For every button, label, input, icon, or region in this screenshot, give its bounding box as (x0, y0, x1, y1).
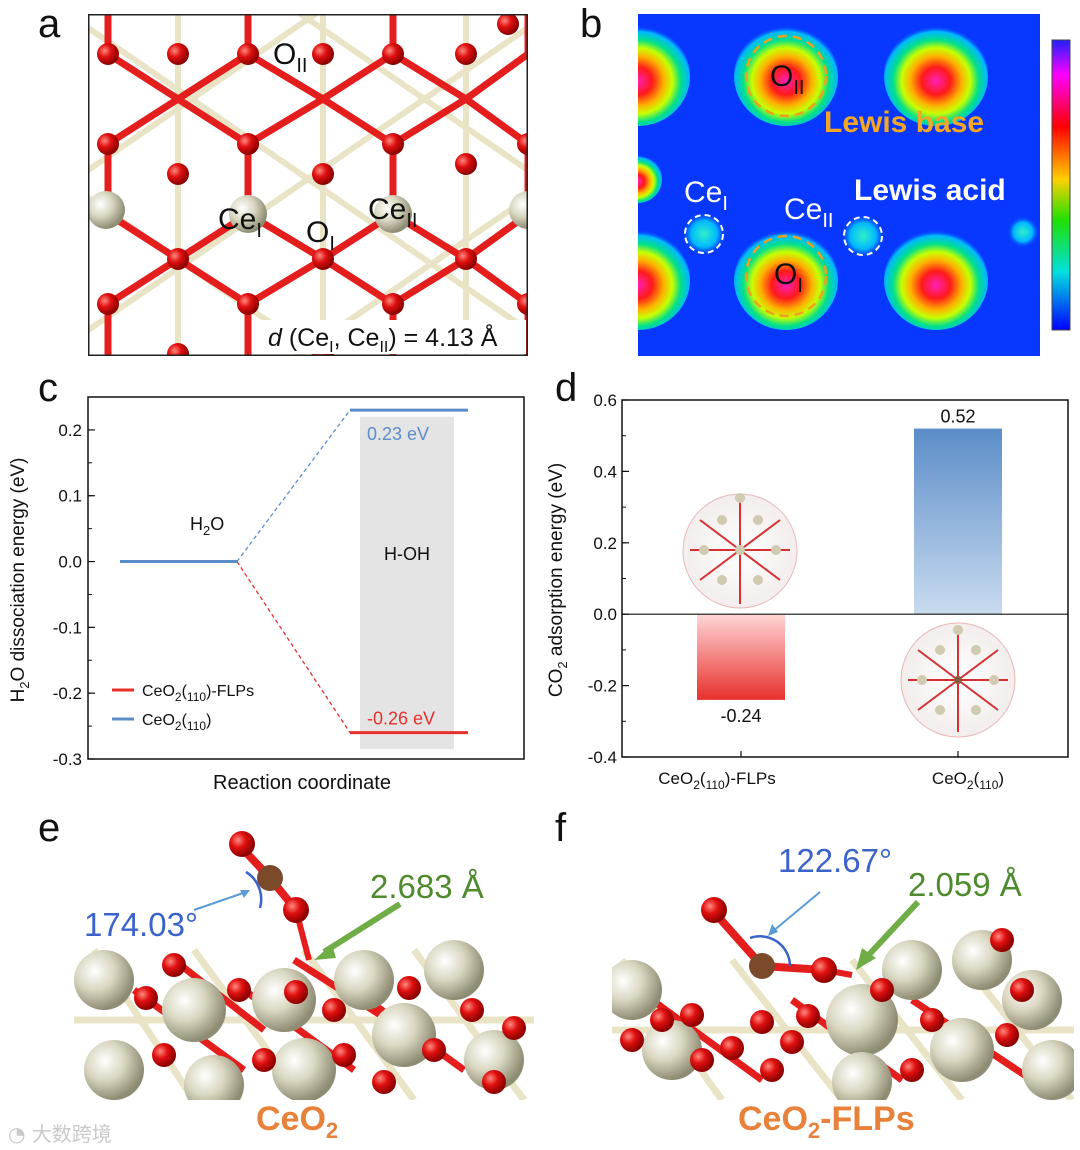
panel-b-elf-map: OII CeI CeII OI Lewis base Lewis acid (638, 14, 1040, 356)
y-tick-label: -0.3 (53, 750, 82, 769)
panel-d-chart: 0.6 0.4 0.2 0.0 -0.2 -0.4 -0.24 0.52 CO2 adsor… (546, 391, 1069, 792)
colorbar (1051, 39, 1071, 331)
co2-molecule (701, 897, 853, 983)
panel-f-title: CeO2-FLPs (738, 1100, 915, 1143)
connector-line (236, 409, 351, 562)
y-axis-title: CO2 adsorption energy (eV) (546, 463, 570, 697)
angle-pointer (193, 891, 247, 911)
panel-letter-c: c (38, 366, 58, 410)
label-ce-ii-elf: CeII (784, 193, 833, 232)
y-axis-title: H2O dissociation energy (eV) (8, 458, 32, 703)
energy-levels: -0.26 eV 0.23 eV (120, 408, 468, 735)
panel-letter-f: f (555, 806, 567, 850)
cerium-atoms (88, 191, 528, 233)
bars: -0.24 0.52 (697, 407, 1002, 726)
x-axis-categories: CeO2(110)-FLPs CeO2(110) (658, 751, 1004, 792)
y-tick-label: 0.2 (58, 421, 82, 440)
structure-inset-flps (682, 493, 798, 609)
structure-inset-ceo2 (900, 622, 1016, 738)
state-label-final: H-OH (384, 544, 430, 564)
lewis-base-label: Lewis base (824, 106, 984, 139)
surface-slab (74, 940, 534, 1100)
bar (914, 428, 1002, 615)
legend-label: CeO2(110)-FLPs (142, 683, 254, 704)
x-axis-title: Reaction coordinate (213, 772, 391, 794)
state-label-initial: H2O (190, 514, 224, 538)
final-state-band (360, 416, 454, 750)
watermark-icon: ◔ (8, 1122, 26, 1146)
label-ce-i: CeI (218, 203, 262, 242)
co2-molecule (229, 831, 312, 961)
y-tick-label: -0.2 (53, 684, 82, 703)
panel-letter-b: b (580, 2, 603, 46)
surface-slab (612, 928, 1074, 1100)
y-tick-label: -0.2 (588, 677, 617, 696)
watermark: ◔ 大数跨境 (8, 1122, 112, 1146)
y-tick-label: 0.2 (593, 534, 617, 553)
distance-pointer (861, 899, 921, 963)
energy-value-label: -0.26 eV (367, 709, 435, 729)
lewis-acid-label: Lewis acid (854, 174, 1006, 207)
panel-letter-d: d (555, 366, 578, 410)
y-tick-label: 0.6 (593, 391, 617, 410)
ce-ce-distance-label: d (CeI, CeII) = 4.13 Å (268, 322, 498, 356)
oxygen-atoms (97, 14, 528, 356)
energy-value-label: 0.23 eV (367, 424, 429, 444)
panel-e-co2-on-ceo2: 174.03° 2.683 Å (74, 831, 534, 1100)
y-tick-label: 0.0 (593, 605, 617, 624)
plot-frame (87, 396, 525, 760)
legend-label: CeO2(110) (142, 712, 211, 733)
bar (697, 614, 785, 700)
bond-angle-label: 122.67° (778, 842, 892, 879)
y-tick-label: 0.1 (58, 487, 82, 506)
panel-e-title: CeO2 (256, 1100, 339, 1143)
x-tick-label: CeO2(110)-FLPs (658, 769, 775, 792)
label-ce-i-elf: CeI (684, 176, 728, 215)
density-blobs (638, 26, 1039, 330)
distance-label: 2.059 Å (908, 866, 1022, 903)
y-axis-ticks: 0.6 0.4 0.2 0.0 -0.2 -0.4 (588, 391, 629, 767)
legend: CeO2(110)-FLPs CeO2(110) (112, 683, 254, 733)
bar-value-label: -0.24 (720, 706, 761, 726)
y-tick-label: -0.1 (53, 618, 82, 637)
y-axis-ticks: 0.2 0.1 0.0 -0.1 -0.2 -0.3 (53, 396, 95, 769)
y-tick-label: -0.4 (588, 748, 617, 767)
angle-pointer (771, 891, 821, 933)
bond-angle-label: 174.03° (84, 906, 198, 943)
y-tick-label: 0.4 (593, 462, 617, 481)
y-tick-label: 0.0 (58, 553, 82, 572)
panel-letter-a: a (38, 2, 61, 46)
panel-c-chart: 0.2 0.1 0.0 -0.1 -0.2 -0.3 -0.26 eV 0.23 eV H2… (8, 396, 525, 794)
panel-a-crystal-structure: OII CeI OI CeII d (CeI, CeII) = 4.13 Å (88, 14, 528, 356)
connector-line (236, 561, 351, 734)
bond-angle-arc (245, 870, 263, 909)
panel-f-co2-on-ceo2-flps: 122.67° 2.059 Å (612, 842, 1074, 1100)
bond-angle-arc (749, 935, 792, 967)
panel-letter-e: e (38, 806, 61, 850)
bar-value-label: 0.52 (940, 407, 975, 427)
distance-pointer (322, 901, 402, 955)
lattice (88, 14, 528, 356)
x-tick-label: CeO2(110) (932, 769, 1004, 792)
distance-label: 2.683 Å (370, 868, 484, 905)
